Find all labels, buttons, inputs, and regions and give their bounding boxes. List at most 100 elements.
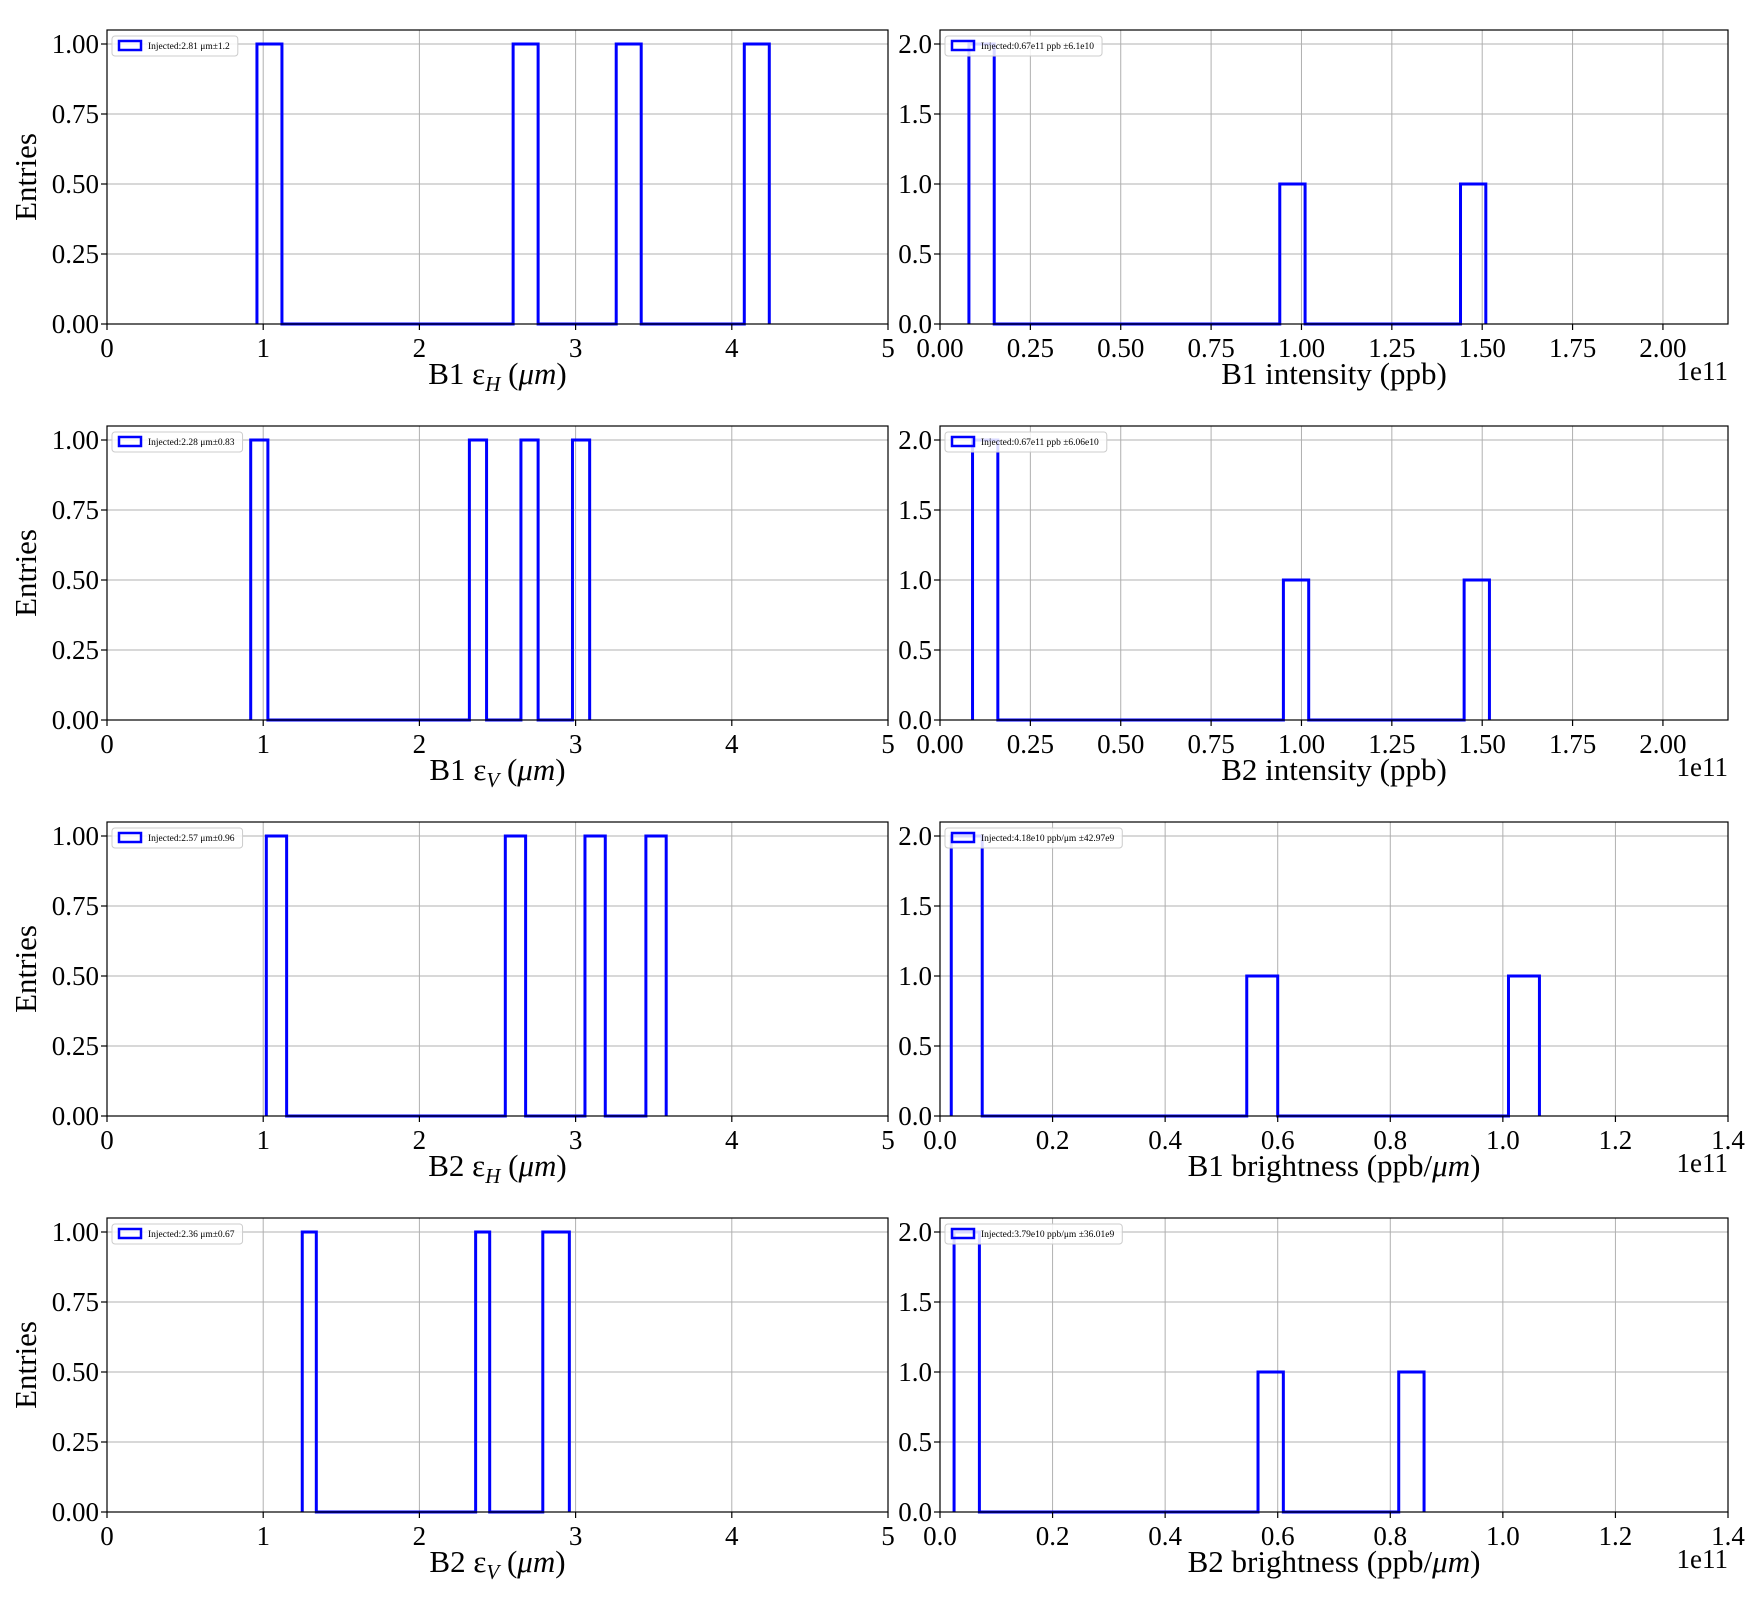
x-tick-label: 0.8 [1373, 1125, 1407, 1155]
x-tick-label: 5 [881, 1521, 895, 1551]
x-tick-label: 1.00 [1278, 333, 1325, 363]
x-tick-label: 0.50 [1097, 729, 1144, 759]
legend: Injected:3.79e10 ppb/μm ±36.01e9 [944, 1223, 1123, 1245]
y-tick-label: 0.75 [52, 99, 99, 129]
legend-swatch [950, 39, 976, 52]
legend-box [111, 1223, 244, 1245]
y-tick-label: 1.5 [898, 99, 932, 129]
panel-2: 0 1 2 3 4 5 0.00 0.25 0.50 0.75 1.00 B1 εV (μm) Entr… [8, 425, 895, 792]
y-tick-label: 0.75 [52, 891, 99, 921]
x-tick-label: 1 [256, 1521, 270, 1551]
axes-frame [106, 29, 889, 325]
x-axis-label: B1 εV (μm) [429, 752, 565, 792]
x-tick-label: 0.50 [1097, 333, 1144, 363]
x-tick-label: 0.4 [1148, 1125, 1182, 1155]
x-tick-label: 0.25 [1007, 729, 1054, 759]
x-tick-label: 1.0 [1486, 1125, 1520, 1155]
x-tick-label: 0.0 [923, 1521, 957, 1551]
histogram-step [300, 1230, 571, 1514]
x-tick-label: 1.50 [1459, 729, 1506, 759]
y-axis-label: Entries [8, 529, 43, 617]
y-tick-label: 0.75 [52, 1287, 99, 1317]
x-axis-label: B2 brightness (ppb/μm) [1188, 1544, 1481, 1579]
panel-6: 0 1 2 3 4 5 0.00 0.25 0.50 0.75 1.00 B2 εV (μm) Entr… [8, 1217, 895, 1584]
y-tick-label: 0.5 [898, 1031, 932, 1061]
y-tick-label: 1.5 [898, 1287, 932, 1317]
legend-swatch [117, 435, 143, 448]
x-tick-label: 0.8 [1373, 1521, 1407, 1551]
x-tick-label: 4 [725, 1125, 739, 1155]
axes-frame [106, 1217, 889, 1513]
x-tick-label: 0.75 [1187, 729, 1234, 759]
x-tick-label: 1.2 [1599, 1521, 1633, 1551]
y-axis-label: Entries [8, 1321, 43, 1409]
legend-label: Injected:3.79e10 ppb/μm ±36.01e9 [981, 1230, 1115, 1240]
legend: Injected:2.81 μm±1.2 [111, 35, 239, 57]
y-tick-label: 0.50 [52, 1357, 99, 1387]
x-tick-label: 0.25 [1007, 333, 1054, 363]
x-axis-label: B2 intensity (ppb) [1221, 752, 1447, 787]
y-axis-label: Entries [8, 925, 43, 1013]
legend: Injected:4.18e10 ppb/μm ±42.97e9 [944, 827, 1123, 849]
x-tick-label: 1.50 [1459, 333, 1506, 363]
legend-label: Injected:2.36 μm±0.67 [148, 1230, 235, 1240]
legend-swatch [950, 1227, 976, 1240]
panel-7: 0.0 0.2 0.4 0.6 0.8 1.0 1.2 1.4 0.0 0.5 1.0 1.5 2.0 B… [898, 1217, 1745, 1579]
x-tick-label: 2.00 [1639, 729, 1686, 759]
legend-label: Injected:2.28 μm±0.83 [148, 438, 235, 448]
x-tick-label: 0 [100, 1125, 114, 1155]
y-tick-label: 2.0 [898, 425, 932, 455]
axes-frame [939, 821, 1729, 1117]
y-tick-label: 1.00 [52, 821, 99, 851]
x-tick-label: 3 [569, 333, 583, 363]
y-tick-label: 2.0 [898, 29, 932, 59]
y-tick-label: 1.0 [898, 961, 932, 991]
y-tick-label: 1.00 [52, 1217, 99, 1247]
y-tick-label: 0.0 [898, 705, 932, 735]
panel-3: 0.00 0.25 0.50 0.75 1.00 1.25 1.50 1.75 2.00 0.0 0… [898, 425, 1729, 787]
x-tick-label: 4 [725, 729, 739, 759]
x-tick-label: 2 [413, 1125, 427, 1155]
x-axis-label: B1 brightness (ppb/μm) [1188, 1148, 1481, 1183]
y-tick-label: 0.25 [52, 1427, 99, 1457]
y-tick-label: 0.00 [52, 1497, 99, 1527]
x-tick-label: 1 [256, 333, 270, 363]
legend-swatch [117, 39, 143, 52]
legend: Injected:2.36 μm±0.67 [111, 1223, 244, 1245]
legend-label: Injected:2.81 μm±1.2 [148, 42, 230, 52]
x-tick-label: 1.75 [1549, 333, 1596, 363]
x-tick-label: 2 [413, 729, 427, 759]
panel-4: 0 1 2 3 4 5 0.00 0.25 0.50 0.75 1.00 B2 εH (μm) Entr… [8, 821, 895, 1188]
x-tick-label: 0 [100, 729, 114, 759]
y-axis-label: Entries [8, 133, 43, 221]
x-tick-label: 2.00 [1639, 333, 1686, 363]
y-tick-label: 0.5 [898, 239, 932, 269]
x-tick-label: 0.4 [1148, 1521, 1182, 1551]
axis-offset-label: 1e11 [1677, 356, 1728, 386]
y-tick-label: 0.25 [52, 1031, 99, 1061]
legend-box [111, 35, 239, 57]
x-tick-label: 0.6 [1261, 1521, 1295, 1551]
y-tick-label: 0.0 [898, 309, 932, 339]
axis-offset-label: 1e11 [1677, 1148, 1728, 1178]
axes-frame [106, 425, 889, 721]
y-tick-label: 2.0 [898, 821, 932, 851]
legend-swatch [950, 831, 976, 844]
y-tick-label: 0.00 [52, 705, 99, 735]
x-tick-label: 5 [881, 1125, 895, 1155]
x-tick-label: 1.25 [1368, 333, 1415, 363]
y-tick-label: 0.00 [52, 309, 99, 339]
x-tick-label: 0 [100, 333, 114, 363]
y-tick-label: 2.0 [898, 1217, 932, 1247]
x-tick-label: 1 [256, 729, 270, 759]
x-tick-label: 1.2 [1599, 1125, 1633, 1155]
legend-box [944, 35, 1103, 57]
legend-box [944, 1223, 1123, 1245]
legend-label: Injected:4.18e10 ppb/μm ±42.97e9 [981, 834, 1115, 844]
x-tick-label: 1.00 [1278, 729, 1325, 759]
y-tick-label: 1.0 [898, 169, 932, 199]
y-tick-label: 1.0 [898, 1357, 932, 1387]
x-tick-label: 4 [725, 1521, 739, 1551]
legend-swatch [117, 831, 143, 844]
